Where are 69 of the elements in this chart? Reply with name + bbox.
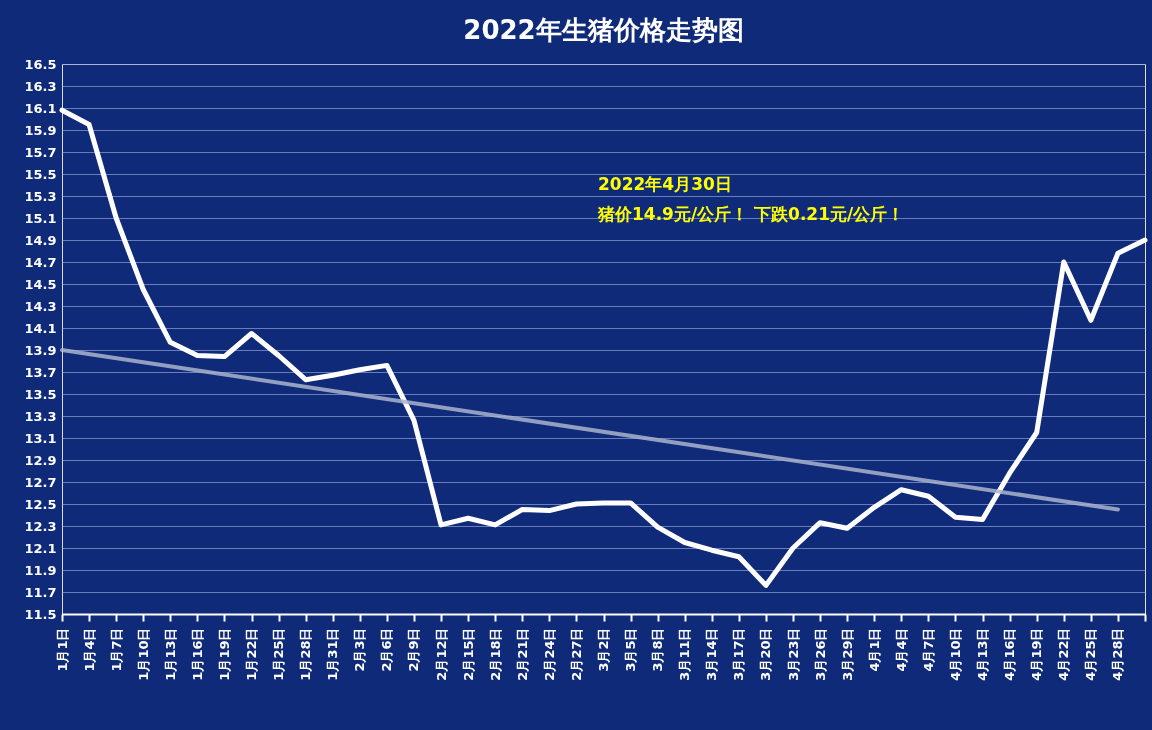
- x-tick-label: 1月13日: [162, 627, 178, 681]
- y-tick-label: 12.1: [24, 540, 57, 556]
- y-tick-label: 14.1: [24, 320, 57, 336]
- x-tick-label: 3月20日: [758, 627, 774, 681]
- y-tick-label: 13.9: [24, 342, 57, 358]
- x-tick-label: 4月1日: [866, 627, 882, 672]
- y-tick-label: 11.7: [24, 584, 57, 600]
- x-tick-label: 4月7日: [920, 627, 936, 672]
- y-tick-label: 15.7: [24, 144, 57, 160]
- x-tick-label: 3月23日: [785, 627, 801, 681]
- x-tick-label: 1月31日: [325, 627, 341, 681]
- y-tick-label: 13.5: [24, 386, 57, 402]
- y-tick-label: 14.9: [24, 232, 57, 248]
- x-tick-label: 3月17日: [731, 627, 747, 681]
- x-tick-label: 1月4日: [81, 627, 97, 672]
- x-tick-label: 2月21日: [514, 627, 530, 681]
- x-tick-label: 1月1日: [54, 627, 70, 672]
- chart-title: 2022年生猪价格走势图: [463, 15, 744, 45]
- x-tick-label: 3月8日: [650, 627, 666, 672]
- y-tick-label: 13.1: [24, 430, 57, 446]
- y-tick-label: 11.5: [24, 606, 57, 622]
- x-tick-label: 2月9日: [406, 627, 422, 672]
- y-tick-label: 16.5: [24, 56, 57, 72]
- annotation: 2022年4月30日: [598, 174, 732, 194]
- y-tick-label: 13.7: [24, 364, 57, 380]
- x-tick-label: 1月10日: [135, 627, 151, 681]
- x-tick-label: 4月13日: [975, 627, 991, 681]
- annotation: 猪价14.9元/公斤！ 下跌0.21元/公斤！: [597, 204, 905, 224]
- x-tick-label: 2月27日: [568, 627, 584, 681]
- x-tick-label: 4月4日: [893, 627, 909, 672]
- y-tick-label: 15.9: [24, 122, 57, 138]
- x-tick-label: 2月18日: [487, 627, 503, 681]
- x-tick-label: 1月7日: [108, 627, 124, 672]
- x-tick-label: 2月24日: [541, 627, 557, 681]
- y-tick-label: 15.1: [24, 210, 57, 226]
- y-tick-label: 16.1: [24, 100, 57, 116]
- x-tick-label: 2月12日: [433, 627, 449, 681]
- x-tick-label: 1月25日: [271, 627, 287, 681]
- y-tick-label: 12.5: [24, 496, 57, 512]
- y-tick-label: 12.7: [24, 474, 57, 490]
- y-tick-label: 16.3: [24, 78, 57, 94]
- x-tick-label: 2月15日: [460, 627, 476, 681]
- y-tick-label: 15.5: [24, 166, 57, 182]
- x-tick-label: 3月14日: [704, 627, 720, 681]
- x-tick-label: 4月22日: [1056, 627, 1072, 681]
- x-tick-label: 3月2日: [596, 627, 611, 672]
- x-tick-label: 4月25日: [1083, 627, 1099, 681]
- x-tick-label: 1月22日: [244, 627, 260, 681]
- x-tick-label: 2月3日: [352, 627, 368, 672]
- x-tick-label: 1月28日: [298, 627, 314, 681]
- x-tick-label: 3月11日: [677, 627, 693, 681]
- x-tick-label: 1月16日: [189, 627, 205, 681]
- y-tick-label: 13.3: [24, 408, 57, 424]
- y-tick-label: 14.7: [24, 254, 57, 270]
- x-tick-label: 3月26日: [812, 627, 828, 681]
- y-tick-label: 14.3: [24, 298, 57, 314]
- y-tick-label: 14.5: [24, 276, 57, 292]
- x-tick-label: 2月6日: [379, 627, 395, 672]
- x-tick-label: 3月5日: [623, 627, 639, 672]
- x-tick-label: 3月29日: [839, 627, 855, 681]
- x-tick-label: 4月19日: [1029, 627, 1045, 681]
- x-tick-label: 4月16日: [1002, 627, 1018, 681]
- y-tick-label: 15.3: [24, 188, 57, 204]
- y-tick-label: 11.9: [24, 562, 57, 578]
- x-tick-label: 4月28日: [1110, 627, 1126, 681]
- x-tick-label: 1月19日: [216, 627, 232, 681]
- x-tick-label: 4月10日: [947, 627, 963, 681]
- y-tick-label: 12.3: [24, 518, 57, 534]
- y-tick-label: 12.9: [24, 452, 57, 468]
